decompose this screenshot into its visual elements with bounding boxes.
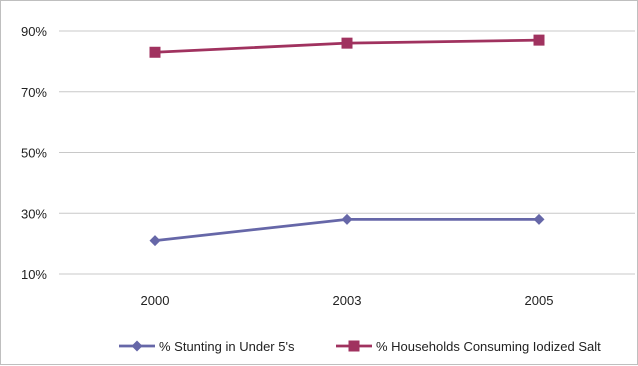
x-axis-ticks: 2000 2003 2005 bbox=[141, 293, 554, 308]
x-tick-label: 2005 bbox=[525, 293, 554, 308]
square-marker bbox=[533, 34, 545, 46]
legend-label: % Households Consuming Iodized Salt bbox=[376, 339, 601, 354]
legend-square-marker bbox=[348, 340, 360, 352]
legend-item: % Stunting in Under 5's bbox=[119, 339, 295, 354]
x-tick-label: 2003 bbox=[333, 293, 362, 308]
square-marker bbox=[341, 37, 353, 49]
y-tick-label: 10% bbox=[21, 267, 47, 282]
legend-diamond-marker bbox=[131, 340, 143, 352]
series-0 bbox=[149, 213, 545, 247]
series-lines bbox=[149, 34, 545, 247]
y-axis-ticks: 90% 70% 50% 30% 10% bbox=[21, 24, 47, 282]
y-tick-label: 50% bbox=[21, 146, 47, 161]
x-tick-label: 2000 bbox=[141, 293, 170, 308]
square-marker bbox=[149, 46, 161, 58]
diamond-marker bbox=[341, 213, 353, 225]
legend: % Stunting in Under 5's % Households Cons… bbox=[119, 339, 601, 354]
series-1 bbox=[149, 34, 545, 58]
y-tick-label: 90% bbox=[21, 24, 47, 39]
gridlines bbox=[59, 30, 635, 275]
legend-item: % Households Consuming Iodized Salt bbox=[336, 339, 601, 354]
diamond-marker bbox=[149, 235, 161, 247]
y-tick-label: 70% bbox=[21, 85, 47, 100]
y-tick-label: 30% bbox=[21, 206, 47, 221]
legend-label: % Stunting in Under 5's bbox=[159, 339, 295, 354]
diamond-marker bbox=[533, 213, 545, 225]
